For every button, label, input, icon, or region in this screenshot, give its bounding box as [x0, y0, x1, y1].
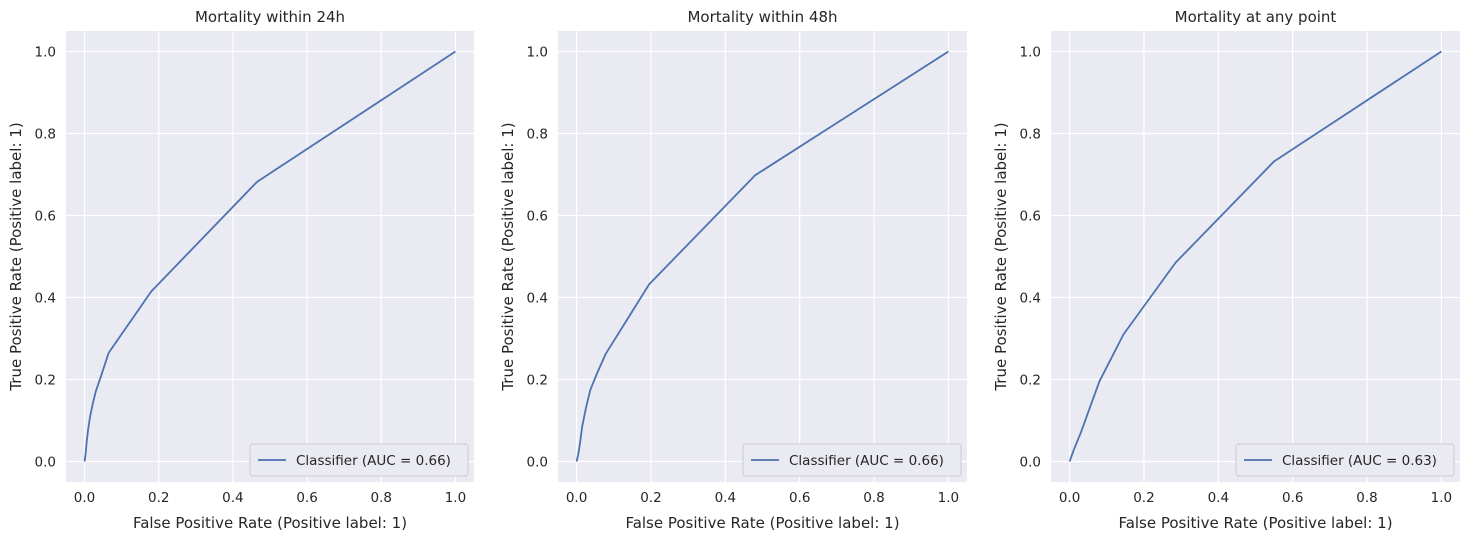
legend-label: Classifier (AUC = 0.66): [789, 453, 944, 469]
y-axis-label: True Positive Rate (Positive label: 1): [992, 122, 1010, 391]
x-tick-label: 0.6: [1282, 490, 1303, 506]
y-tick-label: 0.4: [1020, 291, 1041, 307]
y-tick-label: 0.0: [527, 455, 548, 471]
legend-box: [1235, 443, 1455, 477]
x-tick-label: 0.2: [640, 490, 661, 506]
x-tick-label: 0.0: [1059, 490, 1080, 506]
y-tick-label: 0.4: [527, 291, 548, 307]
chart-title: Mortality within 24h: [195, 8, 345, 26]
x-tick-label: 0.8: [1356, 490, 1377, 506]
roc-curve: [1068, 50, 1442, 462]
x-tick-label: 0.6: [789, 490, 810, 506]
x-tick-label: 1.0: [445, 490, 466, 506]
y-axis-label: True Positive Rate (Positive label: 1): [7, 122, 25, 391]
roc-curve: [575, 50, 949, 462]
legend: Classifier (AUC = 0.66): [742, 443, 962, 477]
x-tick-label: 0.4: [222, 490, 243, 506]
y-tick-label: 0.6: [527, 209, 548, 225]
y-tick-label: 0.2: [527, 373, 548, 389]
y-tick-label: 0.2: [35, 373, 56, 389]
y-tick-label: 0.8: [527, 127, 548, 143]
x-tick-label: 0.6: [296, 490, 317, 506]
legend-label: Classifier (AUC = 0.63): [1282, 453, 1437, 469]
x-axis-label: False Positive Rate (Positive label: 1): [625, 514, 899, 532]
roc-panel-1: 0.0 0.2 0.4 0.6 0.8 1.0 0.0 0.2 0.4 0.6 0.8 1.0 Mort…: [7, 8, 474, 532]
chart-title: Mortality within 48h: [687, 8, 837, 26]
plot-area: [66, 31, 474, 482]
roc-panel-2: 0.0 0.2 0.4 0.6 0.8 1.0 0.0 0.2 0.4 0.6 0.8 1.0 Mort…: [499, 8, 967, 532]
x-tick-label: 0.4: [715, 490, 736, 506]
legend: Classifier (AUC = 0.66): [249, 443, 469, 477]
y-tick-label: 0.4: [35, 291, 56, 307]
y-axis-label: True Positive Rate (Positive label: 1): [499, 122, 517, 391]
x-tick-label: 0.8: [371, 490, 392, 506]
plot-area: [558, 31, 967, 482]
roc-panel-3: 0.0 0.2 0.4 0.6 0.8 1.0 0.0 0.2 0.4 0.6 0.8 1.0 Mort…: [992, 8, 1460, 532]
legend: Classifier (AUC = 0.63): [1235, 443, 1455, 477]
x-axis-label: False Positive Rate (Positive label: 1): [133, 514, 407, 532]
y-tick-label: 1.0: [35, 45, 56, 61]
y-tick-label: 1.0: [527, 45, 548, 61]
x-tick-label: 0.0: [74, 490, 95, 506]
y-tick-label: 1.0: [1020, 45, 1041, 61]
chart-title: Mortality at any point: [1175, 8, 1337, 26]
x-tick-label: 1.0: [938, 490, 959, 506]
y-tick-label: 0.6: [1020, 209, 1041, 225]
y-tick-label: 0.8: [1020, 127, 1041, 143]
y-tick-label: 0.0: [1020, 455, 1041, 471]
y-tick-label: 0.0: [35, 455, 56, 471]
x-tick-label: 0.2: [148, 490, 169, 506]
legend-box: [742, 443, 962, 477]
y-tick-label: 0.2: [1020, 373, 1041, 389]
y-tick-label: 0.6: [35, 209, 56, 225]
x-tick-label: 0.2: [1133, 490, 1154, 506]
legend-label: Classifier (AUC = 0.66): [296, 453, 451, 469]
x-tick-label: 0.8: [863, 490, 884, 506]
legend-box: [249, 443, 469, 477]
plot-area: [1051, 31, 1460, 482]
x-tick-label: 0.0: [566, 490, 587, 506]
roc-curve: [83, 50, 456, 462]
x-tick-label: 1.0: [1431, 490, 1452, 506]
x-tick-label: 0.4: [1208, 490, 1229, 506]
x-axis-label: False Positive Rate (Positive label: 1): [1118, 514, 1392, 532]
y-tick-label: 0.8: [35, 127, 56, 143]
